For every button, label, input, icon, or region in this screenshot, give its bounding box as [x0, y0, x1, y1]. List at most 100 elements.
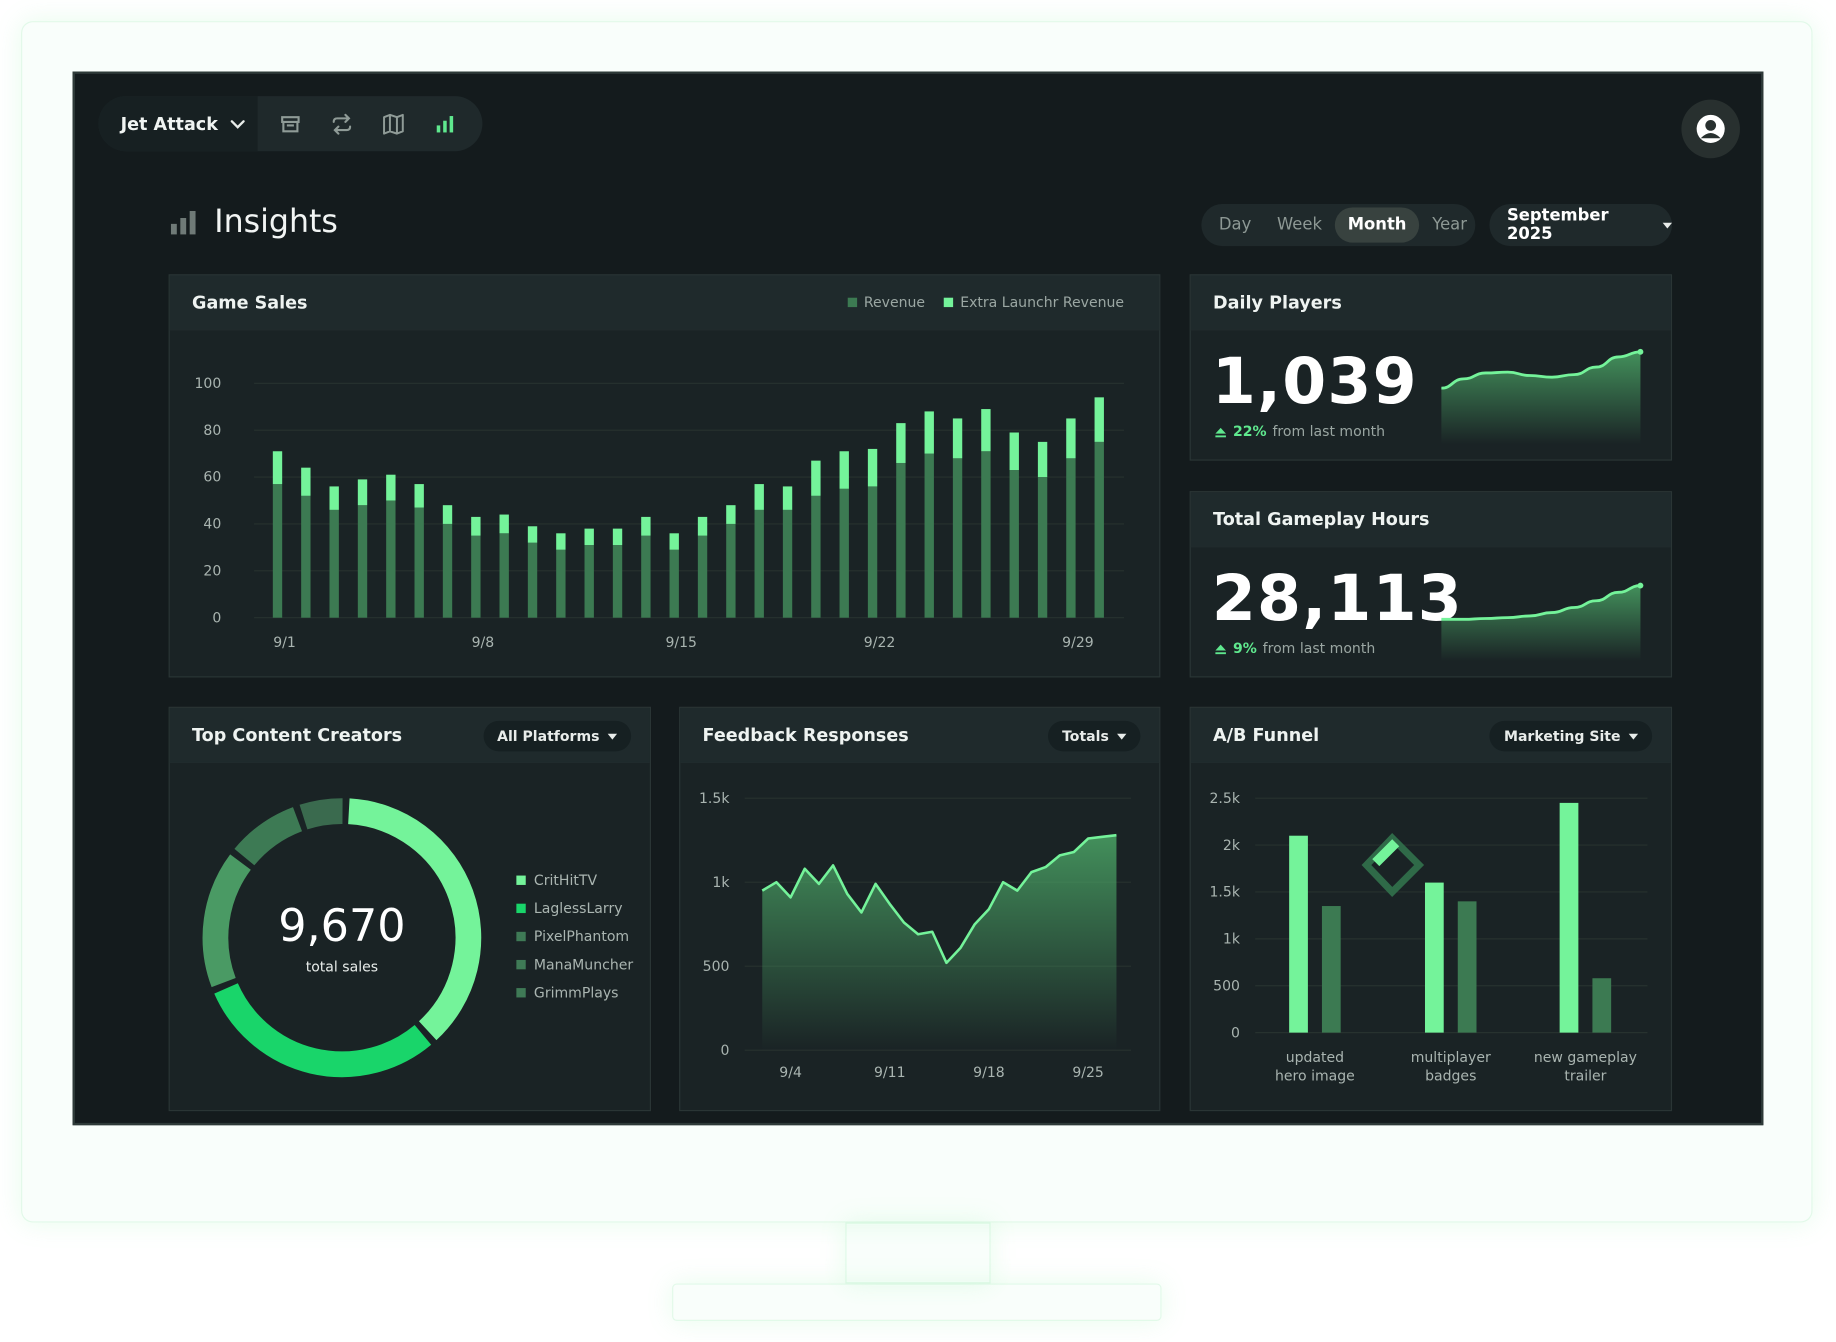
- daily-players-sparkline: [1441, 348, 1644, 445]
- y-tick-label: 0: [1231, 1025, 1240, 1041]
- y-tick-label: 500: [1213, 978, 1240, 994]
- bar-extra-revenue: [867, 448, 878, 487]
- bar-variant-a: [1289, 835, 1308, 1033]
- bar-extra-revenue: [839, 451, 849, 489]
- bar-revenue: [811, 495, 821, 618]
- bar-revenue: [669, 549, 679, 618]
- card-title: Daily Players: [1213, 291, 1342, 313]
- bar-extra-revenue: [527, 526, 538, 543]
- y-tick-label: 2k: [1223, 838, 1241, 854]
- bar-revenue: [726, 523, 736, 618]
- ab-funnel-chart: 0 500 1k 1.5k 2k 2.5k updated hero image multipl…: [1210, 791, 1648, 1085]
- donut-slice: [347, 798, 482, 1041]
- x-tick-label: 9/15: [665, 635, 697, 651]
- card-title: A/B Funnel: [1213, 724, 1320, 746]
- x-tick-label: 9/22: [864, 635, 896, 651]
- insights-button[interactable]: [419, 96, 471, 151]
- donut-slice: [202, 854, 252, 988]
- donut-slice: [234, 807, 303, 866]
- bar-variant-b: [1592, 978, 1612, 1033]
- bar-revenue: [301, 495, 311, 618]
- legend-revenue: Revenue: [847, 294, 925, 311]
- sparkline-area: [1441, 585, 1641, 662]
- y-tick-label: 100: [195, 376, 222, 392]
- legend-item: PixelPhantom: [516, 922, 633, 950]
- x-tick-label: 9/18: [973, 1065, 1005, 1081]
- tab-year[interactable]: Year: [1432, 215, 1467, 235]
- daily-players-delta: 22% from last month: [1214, 423, 1385, 440]
- y-tick-label: 2.5k: [1210, 791, 1241, 807]
- bar-extra-revenue: [896, 423, 906, 463]
- chart-legend: Revenue Extra Launchr Revenue: [847, 294, 1124, 311]
- game-selector[interactable]: Jet Attack: [98, 96, 258, 152]
- tab-month[interactable]: Month: [1334, 207, 1420, 243]
- bar-revenue: [357, 505, 368, 618]
- gameplay-hours-sparkline: [1441, 582, 1644, 662]
- delta-percent: 22%: [1232, 423, 1267, 440]
- month-dropdown[interactable]: September 2025: [1489, 203, 1673, 247]
- x-category-label: hero image: [1275, 1069, 1355, 1085]
- swatch-icon: [943, 297, 954, 308]
- store-button[interactable]: [265, 96, 317, 151]
- caret-down-icon: [1662, 222, 1673, 228]
- tab-day[interactable]: Day: [1218, 215, 1252, 235]
- sparkline-line: [1441, 584, 1641, 621]
- bar-revenue: [1037, 477, 1048, 618]
- donut-total: 9,670: [278, 900, 406, 952]
- bar-extra-revenue: [782, 486, 793, 510]
- bar-revenue: [414, 507, 424, 618]
- sparkline-line: [1441, 350, 1641, 390]
- map-button[interactable]: [368, 96, 420, 151]
- y-tick-label: 0: [212, 610, 221, 626]
- bar-revenue: [442, 523, 453, 618]
- ab-funnel-card: A/B Funnel Marketing Site 0 500 1k 1.5k 2k 2.…: [1189, 706, 1673, 1112]
- bar-extra-revenue: [952, 418, 963, 459]
- bar-revenue: [329, 509, 339, 618]
- x-category-label: multiplayer: [1411, 1050, 1491, 1066]
- y-tick-label: 60: [203, 470, 221, 486]
- tab-week[interactable]: Week: [1277, 215, 1322, 235]
- y-tick-label: 20: [203, 563, 221, 579]
- daily-players-value: 1,039: [1211, 344, 1418, 419]
- bar-extra-revenue: [669, 533, 679, 550]
- game-title: Jet Attack: [120, 113, 218, 135]
- bar-variant-b: [1457, 901, 1477, 1033]
- sparkline-end-point: [1637, 348, 1644, 355]
- bar-revenue: [697, 535, 708, 618]
- bar-revenue: [584, 545, 594, 618]
- swatch-icon: [516, 988, 526, 998]
- bar-revenue: [924, 453, 934, 618]
- bar-revenue: [556, 549, 566, 618]
- monitor-neck: [845, 1222, 991, 1284]
- bar-extra-revenue: [754, 484, 764, 510]
- legend-label: PixelPhantom: [533, 928, 630, 945]
- bar-revenue: [1009, 470, 1019, 618]
- bar-extra-revenue: [442, 505, 453, 524]
- bar-extra-revenue: [1066, 418, 1076, 459]
- bar-revenue: [272, 484, 283, 618]
- bar-variant-a: [1424, 882, 1444, 1033]
- diamond-marker-highlight: [1372, 839, 1400, 867]
- bar-extra-revenue: [499, 514, 509, 534]
- bar-extra-revenue: [641, 516, 651, 536]
- game-sales-card: Game Sales Revenue Extra Launchr Revenue…: [168, 274, 1161, 678]
- top-toolbar: Jet Attack: [98, 96, 483, 152]
- legend-item: CritHitTV: [516, 866, 633, 894]
- bar-revenue: [641, 535, 651, 618]
- gameplay-hours-card: Total Gameplay Hours 28,113 9% from last…: [1189, 491, 1673, 678]
- month-value: September 2025: [1506, 206, 1609, 244]
- user-avatar-button[interactable]: [1681, 99, 1740, 159]
- map-icon: [383, 113, 404, 135]
- bar-extra-revenue: [924, 411, 934, 454]
- bar-extra-revenue: [726, 505, 736, 524]
- repeat-button[interactable]: [316, 96, 368, 151]
- card-title: Total Gameplay Hours: [1213, 508, 1430, 530]
- card-title: Feedback Responses: [702, 724, 909, 746]
- platform-filter-dropdown[interactable]: All Platforms: [483, 720, 632, 752]
- marketing-site-dropdown[interactable]: Marketing Site: [1489, 720, 1653, 752]
- sparkline-end-point: [1637, 582, 1644, 589]
- bar-extra-revenue: [612, 528, 623, 546]
- x-tick-label: 9/25: [1072, 1065, 1104, 1081]
- bar-extra-revenue: [329, 486, 339, 510]
- totals-filter-dropdown[interactable]: Totals: [1048, 720, 1141, 752]
